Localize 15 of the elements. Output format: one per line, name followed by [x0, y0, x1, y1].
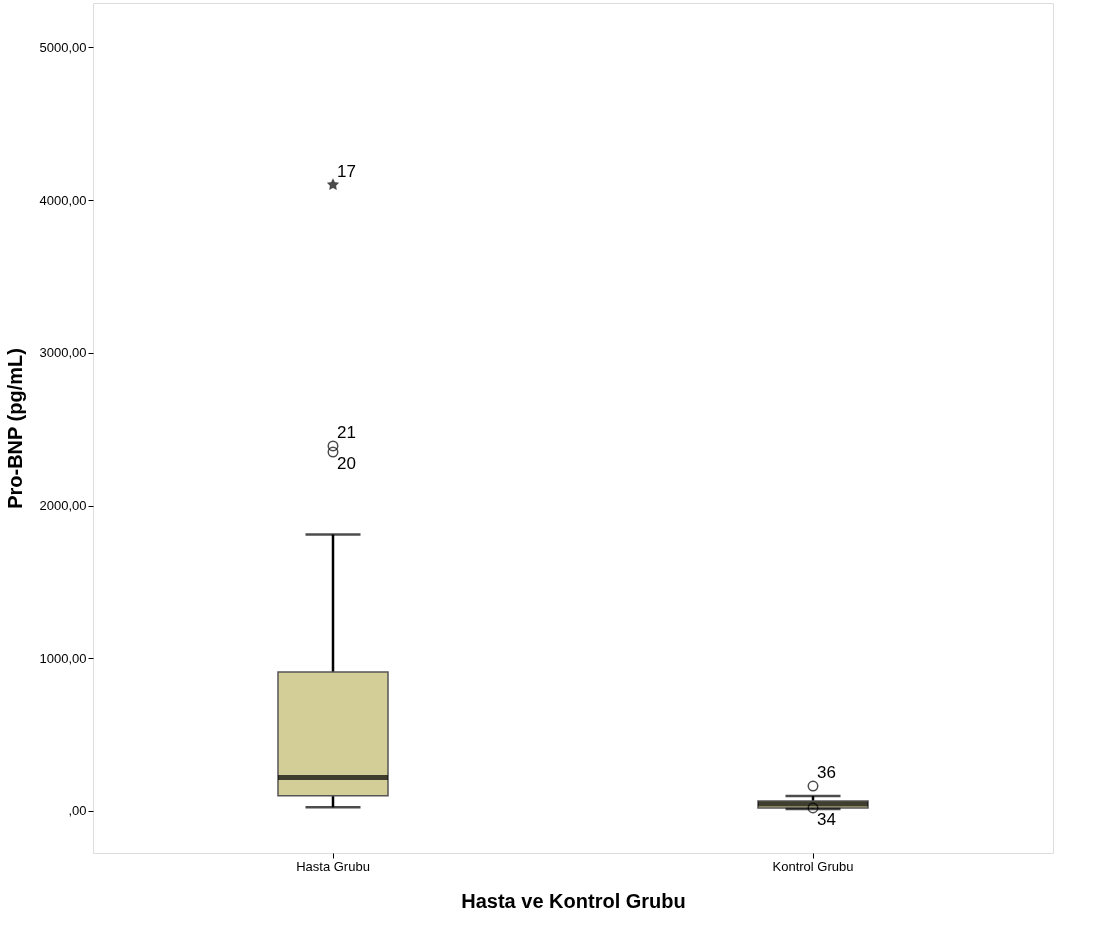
annotation: 36 — [817, 763, 836, 783]
annotation: 34 — [817, 809, 836, 829]
x-tick-label: Kontrol Grubu — [772, 858, 854, 874]
y-tick-label: 3000,00 — [39, 345, 87, 361]
y-tick-label: 5000,00 — [39, 39, 87, 55]
y-tick-label: 4000,00 — [39, 192, 87, 208]
y-axis-title: Pro-BNP (pg/mL) — [3, 348, 26, 509]
annotation: 21 — [337, 422, 356, 442]
annotation: 17 — [337, 161, 356, 181]
x-axis-title: Hasta ve Kontrol Grubu — [461, 889, 686, 912]
annotation: 20 — [337, 454, 356, 474]
x-tick-label: Hasta Grubu — [296, 858, 370, 874]
y-tick-label: 2000,00 — [39, 498, 87, 514]
y-tick-label: ,00 — [68, 803, 87, 819]
y-tick-label: 1000,00 — [39, 650, 87, 666]
